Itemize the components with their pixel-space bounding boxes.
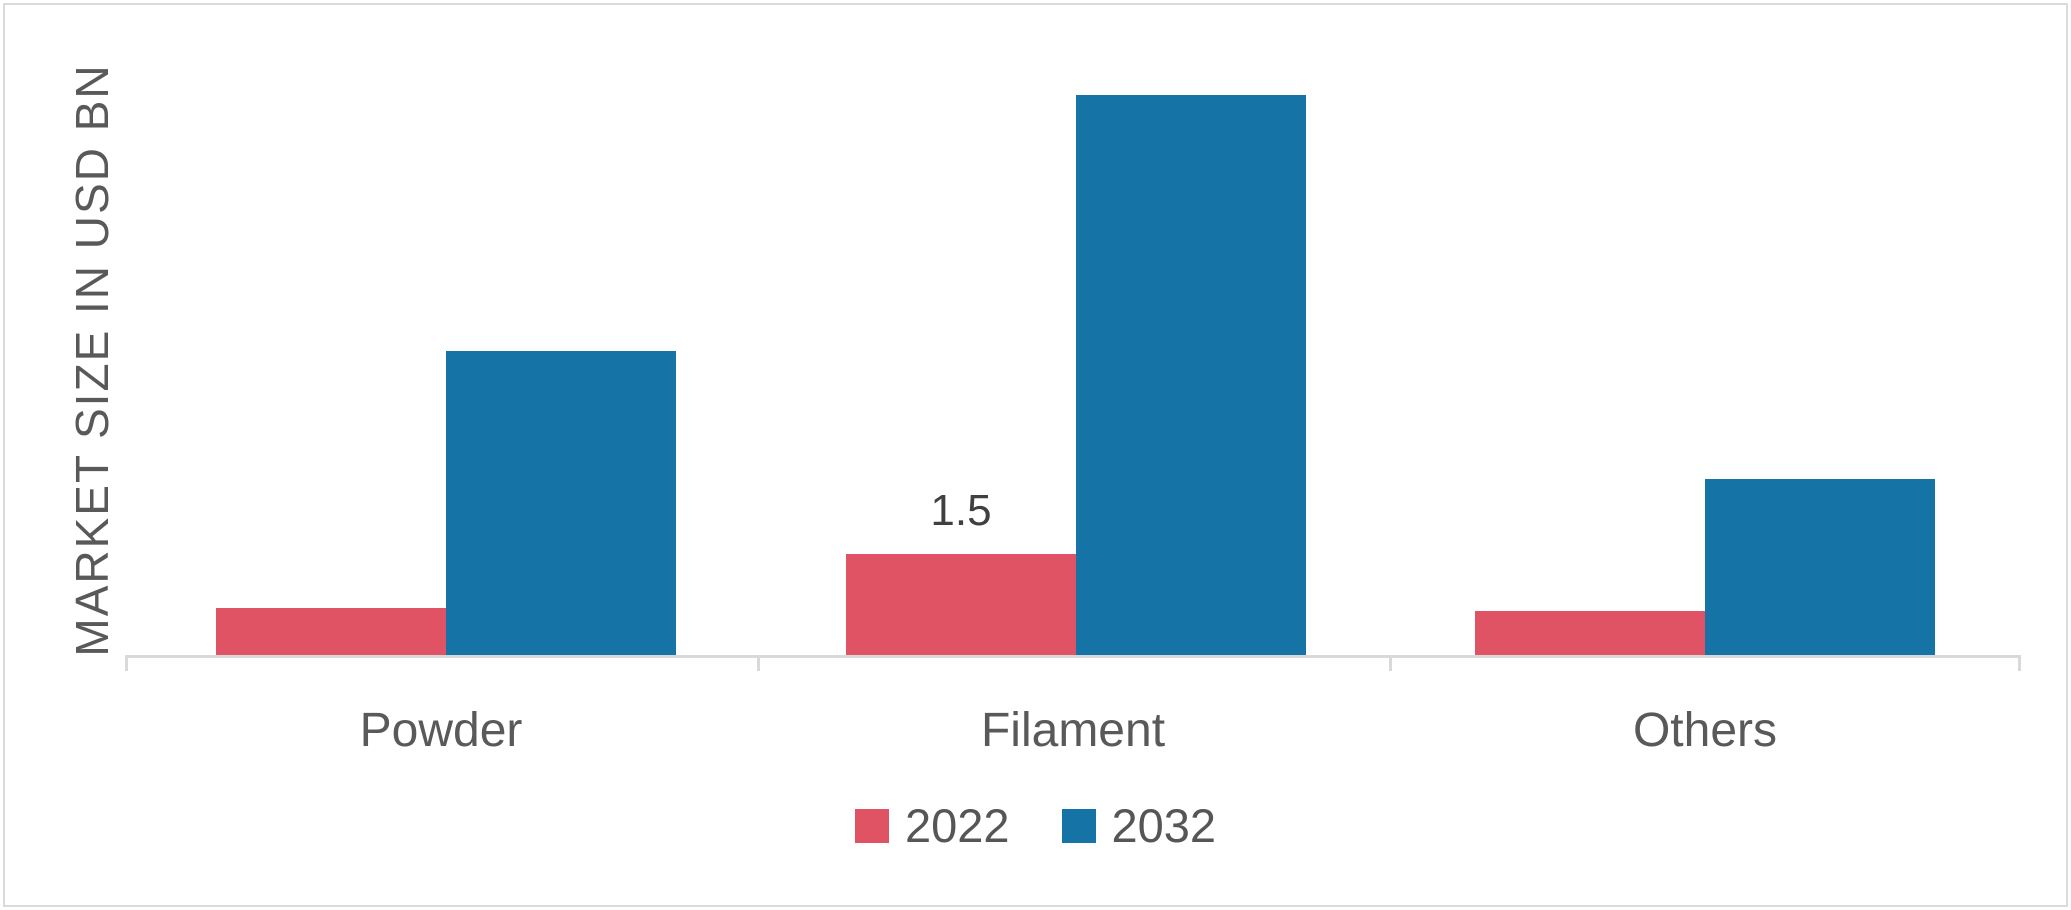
- x-axis-label-powder: Powder: [359, 704, 523, 757]
- legend-label-2032: 2032: [1111, 799, 1217, 852]
- x-axis-tick: [1389, 655, 1392, 671]
- legend-item-2032: 2032: [1061, 798, 1217, 853]
- bar-2022-filament: [846, 554, 1076, 655]
- bar-2032-filament: [1076, 95, 1306, 655]
- legend-label-2022: 2022: [904, 799, 1010, 852]
- bar-2032-others: [1705, 479, 1935, 655]
- x-axis-tick: [2018, 655, 2021, 671]
- plot-area: 1.5: [125, 0, 2021, 671]
- x-axis-label-others: Others: [1632, 704, 1778, 757]
- legend-swatch-2022-icon: [854, 808, 889, 843]
- bar-2022-others: [1475, 611, 1705, 655]
- bar-2022-powder: [216, 608, 446, 655]
- bar-2032-powder: [446, 351, 676, 655]
- x-axis-label-filament: Filament: [980, 704, 1166, 757]
- x-axis-tick: [757, 655, 760, 671]
- x-axis-tick: [125, 655, 128, 671]
- legend-item-2022: 2022: [854, 798, 1010, 853]
- data-label-filament-2022: 1.5: [930, 486, 992, 535]
- legend-swatch-2032-icon: [1061, 808, 1096, 843]
- chart-legend: 2022 2032: [0, 798, 2071, 853]
- y-axis-title: MARKET SIZE IN USD BN: [66, 63, 118, 657]
